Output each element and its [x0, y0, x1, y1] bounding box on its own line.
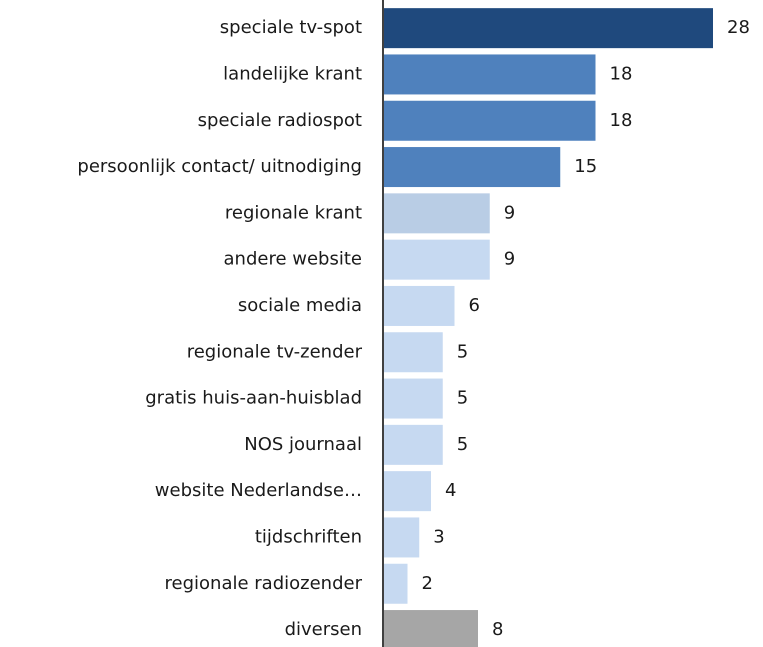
bar	[384, 193, 490, 234]
bar	[384, 610, 478, 647]
category-label: landelijke krant	[223, 63, 362, 84]
category-label: regionale tv-zender	[187, 341, 363, 362]
category-label: sociale media	[238, 295, 362, 316]
bar	[384, 54, 596, 95]
bar	[384, 332, 443, 373]
category-label: persoonlijk contact/ uitnodiging	[77, 156, 362, 177]
value-label: 4	[445, 480, 456, 501]
bar	[384, 147, 561, 188]
bar	[384, 563, 408, 604]
category-label: speciale radiospot	[198, 110, 362, 131]
value-label: 5	[457, 341, 468, 362]
value-label: 9	[504, 249, 515, 270]
value-label: 2	[422, 573, 433, 594]
bar	[384, 8, 713, 49]
bar	[384, 100, 596, 141]
bar	[384, 471, 431, 512]
category-label: andere website	[224, 249, 362, 270]
category-label: regionale krant	[225, 202, 362, 223]
bar	[384, 378, 443, 419]
bar	[384, 239, 490, 280]
category-label: regionale radiozender	[165, 573, 363, 594]
category-label: diversen	[285, 619, 362, 640]
category-label: speciale tv-spot	[220, 17, 362, 38]
value-label: 8	[492, 619, 503, 640]
bar	[384, 424, 443, 465]
value-label: 18	[610, 110, 633, 131]
category-label: NOS journaal	[244, 434, 362, 455]
value-label: 28	[727, 17, 750, 38]
value-label: 9	[504, 202, 515, 223]
category-label: website Nederlandse…	[155, 480, 362, 501]
bar	[384, 285, 455, 326]
value-label: 6	[469, 295, 480, 316]
bar	[384, 517, 420, 558]
category-label: gratis huis-aan-huisblad	[145, 388, 362, 409]
category-label: tijdschriften	[255, 526, 362, 547]
value-label: 5	[457, 434, 468, 455]
value-label: 15	[574, 156, 597, 177]
value-label: 18	[610, 63, 633, 84]
value-label: 5	[457, 388, 468, 409]
value-label: 3	[433, 526, 444, 547]
